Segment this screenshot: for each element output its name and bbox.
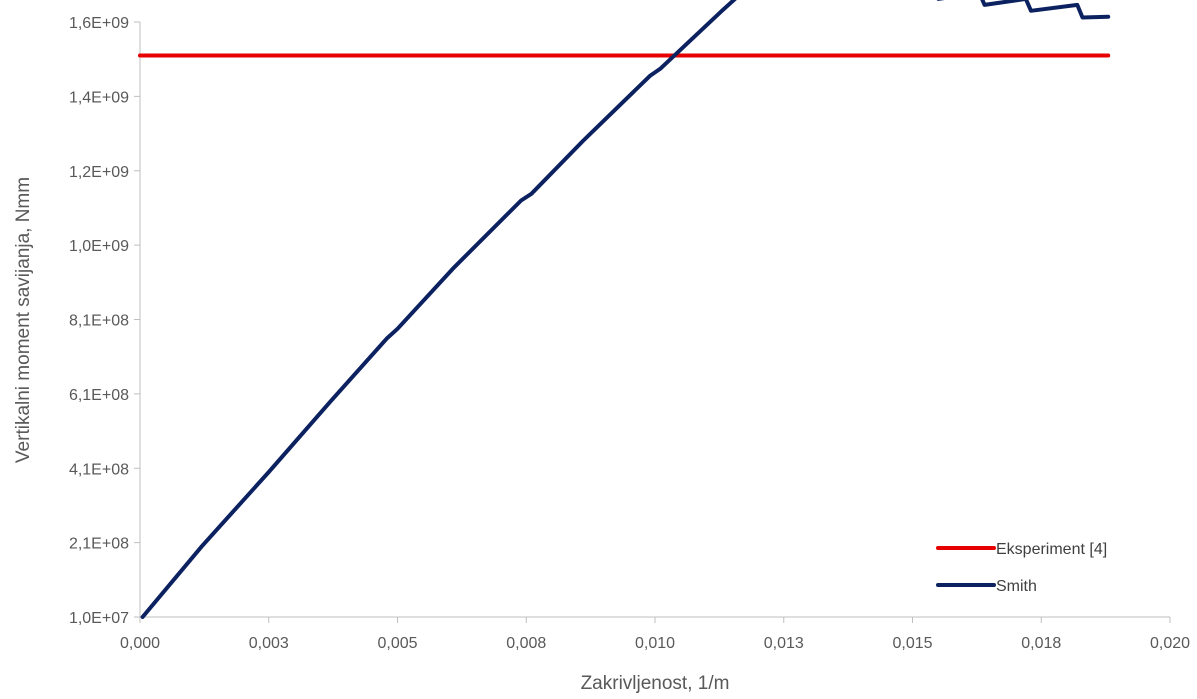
y-tick-label: 1,4E+09	[69, 89, 129, 106]
x-tick-label: 0,000	[120, 635, 160, 652]
x-tick-label: 0,005	[377, 635, 417, 652]
y-tick-label: 1,0E+09	[69, 238, 129, 255]
x-tick-label: 0,020	[1150, 635, 1190, 652]
y-tick-label: 4,1E+08	[69, 461, 129, 478]
x-tick-label: 0,010	[635, 635, 675, 652]
legend-label-eksperiment: Eksperiment [4]	[996, 541, 1107, 558]
x-tick-label: 0,008	[506, 635, 546, 652]
y-tick-label: 1,2E+09	[69, 164, 129, 181]
y-axis-title: Vertikalni moment savijanja, Nmm	[13, 177, 34, 463]
series-line-smith	[140, 0, 1111, 619]
x-tick-group: 0,000 0,003 0,005 0,008 0,010 0,013 0,015 0,018…	[120, 617, 1190, 652]
legend-label-smith: Smith	[996, 578, 1037, 595]
y-tick-group: 1,0E+07 2,1E+08 4,1E+08 6,1E+08 8,1E+08 1,0E+…	[69, 15, 140, 627]
x-tick-label: 0,015	[892, 635, 932, 652]
y-tick-label: 2,1E+08	[69, 536, 129, 553]
y-tick-label: 8,1E+08	[69, 313, 129, 330]
x-tick-label: 0,003	[249, 635, 289, 652]
y-tick-label: 6,1E+08	[69, 387, 129, 404]
series-group	[138, 0, 1111, 619]
y-tick-label: 1,0E+07	[69, 610, 129, 627]
x-tick-label: 0,013	[764, 635, 804, 652]
x-tick-label: 0,018	[1021, 635, 1061, 652]
y-tick-label: 1,6E+09	[69, 15, 129, 32]
x-axis-title: Zakrivljenost, 1/m	[581, 673, 730, 694]
legend: Eksperiment [4] Smith	[936, 541, 1107, 595]
